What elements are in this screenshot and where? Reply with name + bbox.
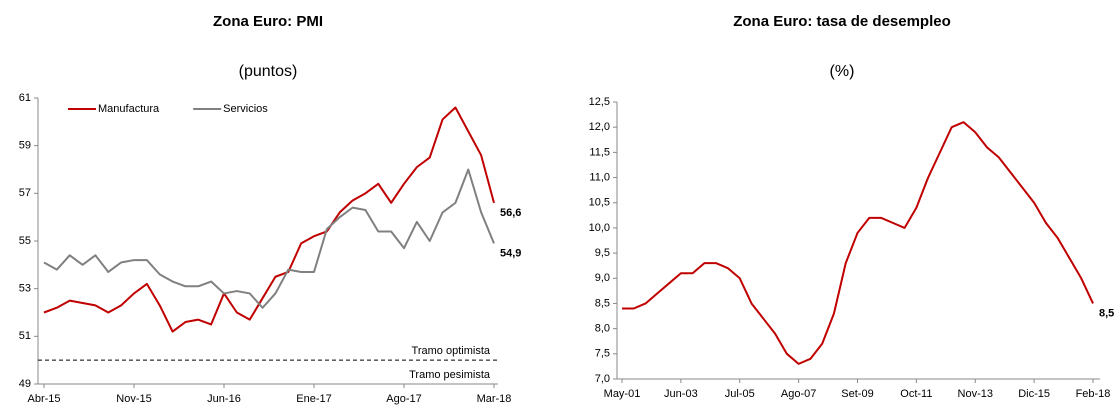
y-tick-label: 59	[19, 140, 31, 152]
y-tick-label: 9,0	[595, 272, 610, 284]
chart-subtitle: (%)	[830, 63, 855, 80]
y-tick-label: 11,5	[589, 146, 610, 158]
y-tick-label: 12,0	[589, 121, 610, 133]
legend-label: Servicios	[223, 103, 268, 115]
chart-title: Zona Euro: PMI	[213, 13, 323, 30]
y-tick-label: 10,5	[589, 197, 610, 209]
y-tick-label: 11,0	[589, 171, 610, 183]
series-line	[43, 168, 495, 309]
y-tick-label: 10,0	[589, 222, 610, 234]
y-tick-label: 57	[19, 187, 31, 199]
y-tick-label: 53	[19, 283, 31, 295]
x-tick-label: Jun-03	[664, 388, 698, 400]
reference-label: Tramo pesimista	[409, 369, 491, 381]
chart-subtitle: (puntos)	[239, 63, 298, 80]
x-tick-label: Nov-13	[958, 388, 993, 400]
reference-label: Tramo optimista	[412, 345, 491, 357]
value-label: 8,5	[1099, 307, 1114, 319]
series-line	[43, 106, 495, 333]
x-tick-label: Ene-17	[296, 393, 331, 405]
x-tick-label: Jun-16	[207, 393, 241, 405]
y-tick-label: 8,0	[595, 323, 610, 335]
chart-title: Zona Euro: tasa de desempleo	[733, 13, 951, 30]
y-tick-label: 55	[19, 235, 31, 247]
value-label: 54,9	[500, 247, 521, 259]
x-tick-label: May-01	[604, 388, 641, 400]
x-tick-label: Feb-18	[1076, 388, 1111, 400]
legend-label: Manufactura	[98, 103, 160, 115]
x-tick-label: Oct-11	[900, 388, 932, 400]
y-tick-label: 8,5	[595, 297, 610, 309]
y-tick-label: 12,5	[589, 96, 610, 108]
y-tick-label: 7,5	[595, 348, 610, 360]
x-tick-label: Jul-05	[725, 388, 755, 400]
x-tick-label: Dic-15	[1018, 388, 1050, 400]
x-tick-label: Abr-15	[27, 393, 60, 405]
y-tick-label: 51	[19, 330, 31, 342]
value-label: 56,6	[500, 207, 521, 219]
x-tick-label: Ago-17	[386, 393, 421, 405]
y-tick-label: 7,0	[595, 373, 610, 385]
y-tick-label: 61	[19, 92, 31, 104]
x-tick-label: Set-09	[841, 388, 873, 400]
x-tick-label: Nov-15	[116, 393, 151, 405]
x-tick-label: Ago-07	[781, 388, 816, 400]
y-tick-label: 49	[19, 378, 31, 390]
series-line	[622, 121, 1094, 365]
y-tick-label: 9,5	[595, 247, 610, 259]
x-tick-label: Mar-18	[477, 393, 512, 405]
